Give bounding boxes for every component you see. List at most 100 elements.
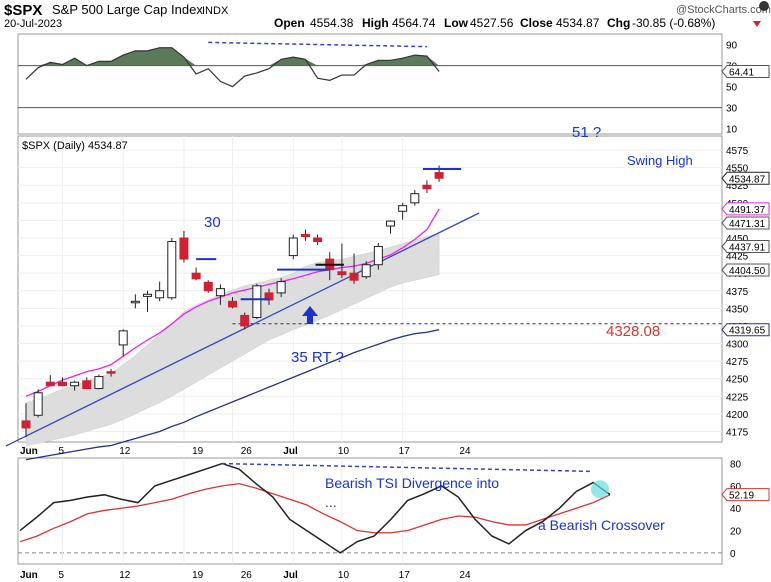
tsi-line — [19, 462, 611, 554]
x-tick-12: 12 — [119, 446, 131, 457]
annotation-35rt: 35 RT ? — [291, 349, 344, 366]
x-tick-17: 17 — [399, 446, 411, 457]
price-tick-4375: 4375 — [726, 287, 749, 298]
short-moving-average — [25, 208, 440, 397]
low-value: 4527.56 — [470, 16, 514, 30]
candle-body — [143, 293, 152, 297]
tsi-x-tick-Jul: Jul — [283, 570, 298, 581]
x-tick-10: 10 — [338, 446, 350, 457]
candle-body — [434, 172, 444, 179]
candle-body — [300, 233, 310, 238]
rsi-divergence-line — [208, 41, 427, 48]
uptrend-line — [5, 212, 480, 447]
price-tick-4250: 4250 — [726, 375, 749, 386]
low-label: Low — [444, 16, 469, 30]
price-tick-4425: 4425 — [726, 252, 749, 263]
tsi-tick-80: 80 — [730, 460, 742, 471]
open-value: 4554.38 — [310, 16, 354, 30]
x-tick-Jun: Jun — [20, 446, 38, 457]
price-last-close: 4534.87 — [729, 174, 766, 185]
close-value: 4534.87 — [556, 16, 600, 30]
price-tick-4550: 4550 — [726, 164, 749, 175]
price-tick-4175: 4175 — [726, 427, 749, 438]
price-tick-4525: 4525 — [726, 181, 749, 192]
close-label: Close — [520, 16, 553, 30]
candle-body — [82, 380, 92, 390]
annotation-30: 30 — [204, 214, 221, 231]
tsi-x-tick-10: 10 — [338, 570, 350, 581]
candle-body — [422, 184, 432, 190]
tsi-tick-60: 60 — [730, 482, 742, 493]
candle-body — [276, 281, 286, 294]
tsi-panel — [17, 457, 723, 565]
chg-label: Chg — [607, 16, 630, 30]
high-value: 4564.74 — [392, 16, 436, 30]
x-tick-24: 24 — [459, 446, 471, 457]
short-ma-value: 4491.37 — [729, 205, 766, 216]
tsi-tick-20: 20 — [730, 527, 742, 538]
tsi-annotation-crossover: a Bearish Crossover — [538, 517, 665, 533]
down-arrow-icon — [753, 21, 761, 27]
candle-body — [410, 193, 420, 204]
annotation-swing-high: Swing High — [627, 153, 693, 168]
candle-body — [361, 264, 371, 278]
candle-body — [240, 314, 250, 327]
candle-body — [179, 237, 189, 260]
candle-body — [288, 237, 298, 257]
rsi-last-value-tag — [721, 64, 770, 78]
tsi-tick-40: 40 — [730, 504, 742, 515]
long-moving-average — [25, 329, 440, 461]
tsi-x-tick-17: 17 — [399, 570, 411, 581]
up-arrow-icon — [302, 306, 318, 324]
tsi-divergence-line — [221, 462, 593, 473]
price-tick-4225: 4225 — [726, 392, 749, 403]
short-ma-value-tag — [721, 202, 770, 216]
tsi-tick-0: 0 — [730, 549, 736, 560]
candle-body — [33, 392, 43, 416]
x-tick-Jul: Jul — [283, 446, 298, 457]
candle-body — [57, 381, 67, 387]
candle-body — [386, 220, 395, 227]
candle-body — [398, 205, 408, 212]
band-lower-value-tag — [721, 263, 770, 277]
tsi-x-tick-12: 12 — [119, 570, 131, 581]
tsi-annotation-divergence: Bearish TSI Divergence into — [325, 475, 499, 491]
candle-body — [337, 271, 347, 276]
x-tick-26: 26 — [241, 446, 253, 457]
price-tick-4450: 4450 — [726, 234, 749, 245]
candle-body — [252, 285, 262, 318]
chart-date: 20-Jul-2023 — [4, 18, 62, 30]
candle-body — [313, 237, 323, 243]
support-level-label: 4328.08 — [606, 323, 660, 340]
price-panel — [17, 135, 723, 443]
candle-body — [106, 371, 116, 374]
rsi-tick-10: 10 — [726, 125, 738, 136]
symbol: $SPX — [4, 2, 42, 19]
candle-body — [228, 300, 238, 308]
x-tick-19: 19 — [192, 446, 204, 457]
tsi-last-value-tag — [721, 488, 770, 502]
price-tick-4200: 4200 — [726, 410, 749, 421]
long-ma-value: 4319.65 — [729, 326, 766, 337]
candle-body — [94, 376, 104, 390]
rsi-panel — [17, 33, 723, 135]
annotation-51: 51 ? — [572, 124, 601, 141]
rsi-tick-30: 30 — [726, 104, 738, 115]
tsi-last-value: 52.19 — [729, 491, 754, 502]
tsi-x-tick-24: 24 — [459, 570, 471, 581]
rsi-overbought-fill — [26, 47, 440, 66]
exchange: INDX — [202, 5, 229, 17]
watermark: @StockCharts.com — [676, 4, 771, 16]
price-tick-4275: 4275 — [726, 357, 749, 368]
candle-body — [203, 281, 213, 292]
candle-body — [45, 381, 55, 387]
band-lower-value: 4404.50 — [729, 266, 766, 277]
price-tick-4300: 4300 — [726, 340, 749, 351]
candle-body — [21, 420, 31, 429]
rsi-line — [25, 47, 440, 88]
candle-body — [155, 290, 165, 299]
index-name: S&P 500 Large Cap Index — [52, 2, 203, 17]
candle-body — [70, 381, 80, 387]
high-label: High — [362, 16, 389, 30]
